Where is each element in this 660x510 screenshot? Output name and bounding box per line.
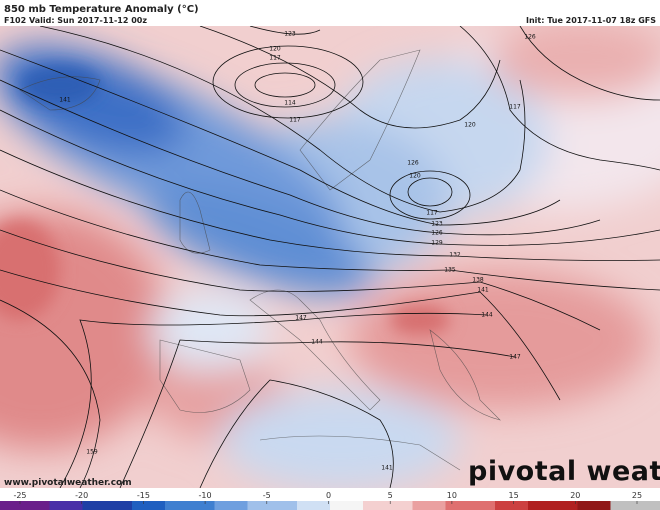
watermark: pivotal weather (468, 456, 660, 487)
colorbar-swatch (231, 501, 248, 510)
contour-label: 147 (509, 354, 521, 361)
colorbar-tick-label: 0 (326, 491, 331, 500)
colorbar-tick-label: 15 (509, 491, 519, 500)
colorbar-tick-label: -20 (75, 491, 88, 500)
colorbar-tick-label: -10 (199, 491, 212, 500)
colorbar-tick-label: 25 (632, 491, 642, 500)
colorbar-swatch (396, 501, 413, 510)
contour-label: 141 (381, 465, 393, 472)
contour-label: 126 (407, 160, 419, 167)
valid-time: F102 Valid: Sun 2017-11-12 00z (4, 16, 147, 25)
colorbar-swatch (561, 501, 578, 510)
colorbar-tick-label: 10 (447, 491, 457, 500)
colorbar-tick-label: -15 (137, 491, 150, 500)
colorbar-swatch (33, 501, 50, 510)
colorbar-swatch (511, 501, 529, 510)
contour-label: 123 (431, 221, 443, 228)
colorbar-swatch (379, 501, 397, 510)
colorbar-swatch (165, 501, 182, 510)
anomaly-field (0, 26, 660, 488)
contour-label: 126 (524, 34, 536, 41)
contour-label: 120 (464, 122, 476, 129)
colorbar-swatch (462, 501, 479, 510)
colorbar-swatch (594, 501, 611, 510)
colorbar-swatch (280, 501, 298, 510)
contour-label: 117 (509, 104, 521, 111)
colorbar-tick-label: 20 (570, 491, 580, 500)
colorbar-swatch (115, 501, 133, 510)
colorbar-swatch (82, 501, 100, 510)
colorbar-tick-label: 5 (388, 491, 393, 500)
colorbar-swatch (643, 501, 660, 510)
contour-label: 135 (444, 267, 456, 274)
contour-label: 114 (284, 100, 296, 107)
colorbar-swatch (247, 501, 265, 510)
colorbar-swatch (445, 501, 463, 510)
contour-label: 147 (295, 315, 307, 322)
colorbar-swatch (495, 501, 512, 510)
contour-label: 138 (472, 277, 484, 284)
colorbar-swatch (0, 501, 17, 510)
colorbar-swatch (577, 501, 595, 510)
contour-label: 141 (59, 97, 71, 104)
colorbar-swatch (99, 501, 116, 510)
colorbar-swatch (264, 501, 281, 510)
colorbar-swatch (412, 501, 430, 510)
contour-labels: 123 120 117 114 117 141 117 120 126 120 117 123 126 1… (59, 31, 536, 472)
colorbar-swatch (330, 501, 347, 510)
colorbar-swatch (478, 501, 496, 510)
contour-label: 117 (269, 55, 281, 62)
contour-label: 126 (431, 230, 443, 237)
website: www.pivotalweather.com (4, 478, 132, 488)
colorbar-swatch (627, 501, 644, 510)
contours (0, 26, 660, 488)
colorbar-swatch (214, 501, 232, 510)
contour-label: 159 (86, 449, 98, 456)
colorbar-swatch (313, 501, 331, 510)
colorbar-swatch (429, 501, 446, 510)
colorbar-swatch (544, 501, 562, 510)
init-time: Init: Tue 2017-11-07 18z GFS (526, 16, 656, 25)
contour-label: 123 (284, 31, 296, 38)
colorbar-swatch (16, 501, 34, 510)
colorbar-swatch (528, 501, 545, 510)
contour-label: 141 (477, 287, 489, 294)
colorbar-tick-label: -5 (263, 491, 271, 500)
coastlines (19, 49, 501, 471)
contour-label: 144 (481, 312, 493, 319)
colorbar-swatch (198, 501, 215, 510)
colorbar-swatch (66, 501, 83, 510)
contour-label: 120 (409, 173, 421, 180)
colorbar: -25 -20 -15 -10 -5 0 5 10 15 20 25 (0, 491, 660, 510)
contour-label: 144 (311, 339, 323, 346)
colorbar-swatch (610, 501, 628, 510)
colorbar-swatch (148, 501, 166, 510)
contour-label: 132 (449, 252, 461, 259)
contour-label: 117 (426, 210, 438, 217)
map: 123 120 117 114 117 141 117 120 126 120 117 123 126 1… (0, 26, 660, 488)
contour-label: 117 (289, 117, 301, 124)
title: 850 mb Temperature Anomaly (°C) (4, 4, 199, 15)
contour-label: 129 (431, 240, 443, 247)
colorbar-swatch (346, 501, 364, 510)
colorbar-swatch (132, 501, 149, 510)
colorbar-swatch (181, 501, 199, 510)
contour-label: 120 (269, 46, 281, 53)
colorbar-swatch (363, 501, 380, 510)
colorbar-tick-label: -25 (13, 491, 26, 500)
colorbar-swatch (49, 501, 67, 510)
colorbar-swatch (297, 501, 314, 510)
